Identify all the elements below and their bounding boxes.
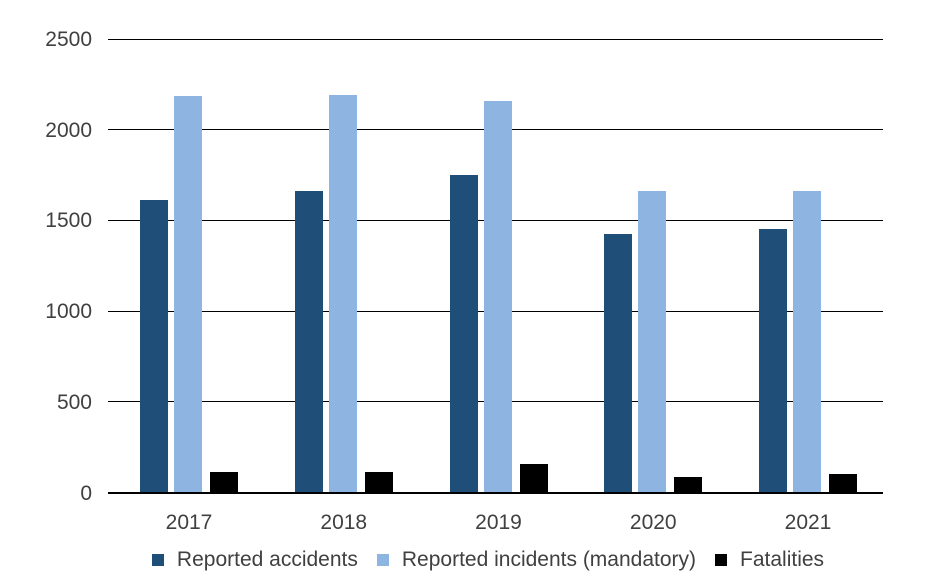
x-axis-line bbox=[108, 491, 883, 494]
legend-label: Reported accidents bbox=[176, 548, 358, 571]
legend-label: Reported incidents (mandatory) bbox=[401, 548, 697, 571]
bar-fatalities-2018 bbox=[364, 471, 393, 493]
bar-fatalities-2020 bbox=[674, 477, 703, 493]
legend-item: Reported incidents (mandatory) bbox=[376, 548, 697, 571]
bar-reported-accidents-2017 bbox=[140, 199, 168, 493]
x-tick-label: 2019 bbox=[475, 511, 522, 534]
bar-reported-incidents-mandatory-2021 bbox=[793, 191, 821, 493]
y-tick-label: 0 bbox=[80, 481, 92, 505]
legend-item: Reported accidents bbox=[151, 548, 358, 571]
legend-swatch-icon bbox=[376, 553, 389, 566]
bar-reported-accidents-2020 bbox=[604, 234, 633, 493]
bar-reported-incidents-mandatory-2020 bbox=[638, 191, 667, 493]
legend-item: Fatalities bbox=[715, 549, 824, 570]
bar-fatalities-2019 bbox=[519, 464, 548, 493]
gridline bbox=[108, 38, 883, 40]
x-tick-label: 2020 bbox=[629, 511, 677, 534]
bar-reported-accidents-2019 bbox=[449, 175, 478, 493]
x-tick-label: 2017 bbox=[165, 511, 213, 534]
y-tick-label: 2500 bbox=[45, 28, 92, 51]
bar-reported-incidents-mandatory-2019 bbox=[483, 100, 512, 493]
y-tick-label: 2000 bbox=[45, 118, 92, 142]
y-tick-label: 1000 bbox=[45, 300, 92, 324]
legend: Reported accidents Reported incidents (ma… bbox=[20, 549, 936, 570]
legend-swatch-icon bbox=[715, 553, 728, 566]
legend-swatch-icon bbox=[151, 553, 164, 566]
bar-reported-accidents-2021 bbox=[759, 229, 787, 493]
bar-fatalities-2021 bbox=[829, 474, 857, 493]
bar-reported-incidents-mandatory-2017 bbox=[174, 96, 202, 493]
x-tick-label: 2018 bbox=[320, 511, 368, 534]
legend-label: Fatalities bbox=[740, 548, 825, 571]
x-tick-label: 2021 bbox=[784, 511, 832, 534]
bar-reported-accidents-2018 bbox=[294, 191, 323, 493]
y-tick-label: 500 bbox=[56, 390, 92, 414]
bar-reported-incidents-mandatory-2018 bbox=[328, 95, 357, 493]
y-tick-label: 1500 bbox=[45, 209, 92, 233]
bar-fatalities-2017 bbox=[210, 471, 238, 493]
